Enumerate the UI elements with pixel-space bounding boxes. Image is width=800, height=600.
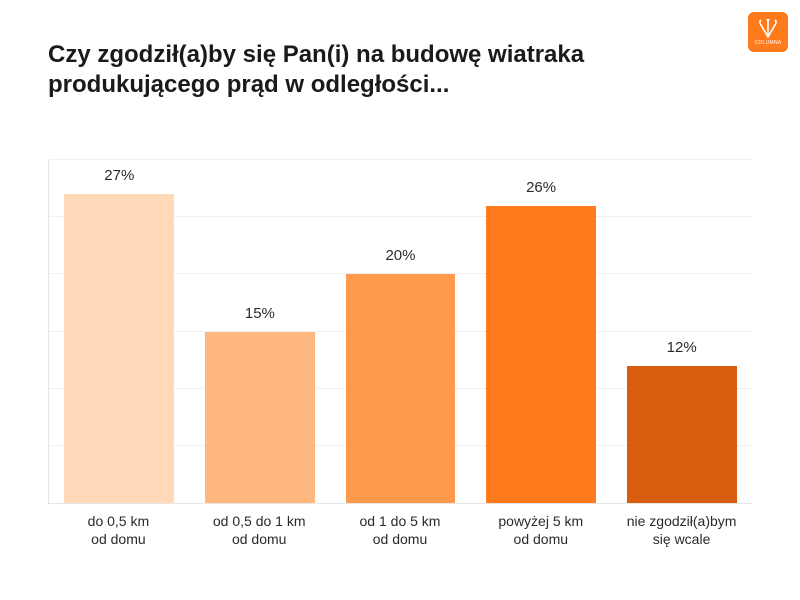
x-axis-label-line1: nie zgodził(a)bym (627, 513, 737, 529)
x-axis-label-line1: od 0,5 do 1 km (213, 513, 306, 529)
x-axis-label: nie zgodził(a)bym się wcale (611, 504, 752, 560)
x-axis-label-line2: od domu (232, 531, 286, 547)
bars-container: 27% 15% 20% 26% 12% (49, 160, 752, 503)
x-axis-label-line1: od 1 do 5 km (360, 513, 441, 529)
x-axis-label-line2: od domu (91, 531, 145, 547)
bar-value-label: 26% (526, 179, 556, 196)
x-axis-label: od 1 do 5 km od domu (330, 504, 471, 560)
bar: 26% (486, 206, 596, 503)
x-axis-label: do 0,5 km od domu (48, 504, 189, 560)
bar: 12% (627, 366, 737, 503)
bar-slot: 26% (471, 160, 612, 503)
bar-slot: 15% (190, 160, 331, 503)
brand-logo: COLUMNA (748, 12, 788, 52)
plot-area: 27% 15% 20% 26% 12% (48, 160, 752, 504)
bar: 20% (346, 274, 456, 503)
logo-text: COLUMNA (754, 40, 781, 46)
x-axis-label: powyżej 5 km od domu (470, 504, 611, 560)
bar: 15% (205, 332, 315, 504)
bar-chart: 27%15%20%26%12% do 0,5 kmod domuod 0,5 d… (48, 160, 752, 560)
x-axis-label-line2: od domu (514, 531, 568, 547)
chart-title: Czy zgodził(a)by się Pan(i) na budowę wi… (48, 40, 710, 100)
x-axis-label-line1: powyżej 5 km (498, 513, 583, 529)
bar-slot: 27% (49, 160, 190, 503)
bar: 27% (64, 194, 174, 503)
bar-slot: 12% (611, 160, 752, 503)
bar-value-label: 20% (385, 247, 415, 264)
bar-value-label: 12% (667, 339, 697, 356)
x-axis-label: od 0,5 do 1 km od domu (189, 504, 330, 560)
x-axis-label-line1: do 0,5 km (88, 513, 149, 529)
bar-value-label: 15% (245, 305, 275, 322)
x-axis-label-line2: się wcale (653, 531, 711, 547)
x-axis-labels: do 0,5 kmod domuod 0,5 do 1 kmod domuod … (48, 504, 752, 560)
bar-slot: 20% (330, 160, 471, 503)
x-axis-label-line2: od domu (373, 531, 427, 547)
logo-icon (757, 19, 779, 39)
bar-value-label: 27% (104, 167, 134, 184)
